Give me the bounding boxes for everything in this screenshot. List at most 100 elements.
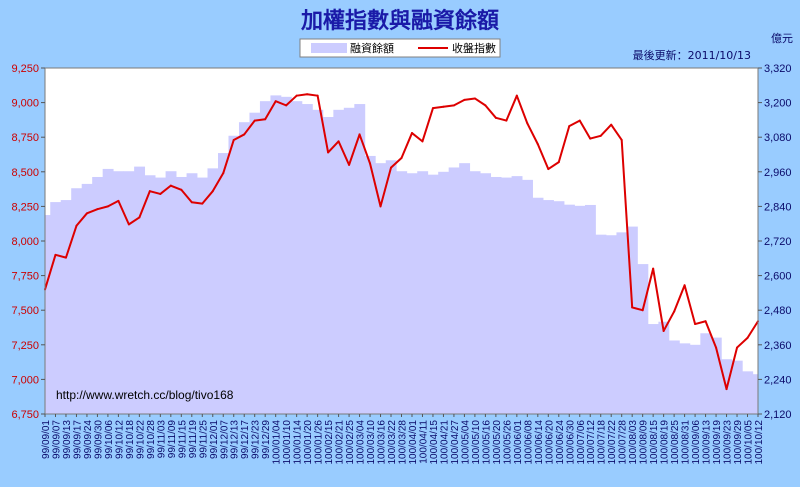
x-tick-label: 100/03/22 <box>387 420 398 465</box>
x-tick-label: 100/07/06 <box>576 420 587 465</box>
left-tick-label: 7,250 <box>11 340 39 352</box>
x-tick-label: 100/02/21 <box>335 420 346 465</box>
margin-bar <box>647 324 659 414</box>
x-tick-label: 100/09/06 <box>691 420 702 465</box>
margin-area-layer <box>45 95 759 415</box>
x-tick-label: 100/01/10 <box>282 420 293 465</box>
index-point <box>106 205 109 208</box>
index-point <box>452 104 455 107</box>
margin-bar <box>406 173 418 414</box>
x-tick-label: 100/03/16 <box>377 420 388 465</box>
x-tick-label: 100/05/10 <box>471 420 482 465</box>
margin-bar <box>197 177 208 414</box>
x-tick-label: 100/09/13 <box>702 420 713 465</box>
x-tick-label: 100/08/19 <box>660 420 671 465</box>
x-tick-label: 100/05/04 <box>460 420 471 465</box>
legend-box <box>299 38 501 58</box>
x-tick-label: 100/09/23 <box>723 420 734 465</box>
margin-bar <box>45 215 51 414</box>
x-tick-label: 99/12/07 <box>219 420 230 459</box>
x-tick-label: 100/08/25 <box>670 420 681 465</box>
margin-bar <box>501 177 512 414</box>
index-point <box>243 133 246 136</box>
x-tick-label: 99/11/03 <box>156 420 167 459</box>
margin-bar <box>427 174 439 414</box>
margin-bar <box>564 204 575 414</box>
margin-bar <box>228 135 240 414</box>
margin-bar <box>259 101 271 414</box>
right-tick-label: 2,480 <box>764 305 792 317</box>
margin-bar <box>81 183 93 414</box>
index-point <box>295 94 298 97</box>
index-point <box>746 336 749 339</box>
margin-bar <box>312 109 324 414</box>
x-tick-label: 99/11/19 <box>188 420 199 459</box>
x-tick-label: 99/11/25 <box>198 420 209 459</box>
x-tick-label: 99/09/30 <box>93 420 104 459</box>
margin-bar <box>375 163 387 414</box>
left-tick-label: 9,000 <box>11 98 39 110</box>
index-point <box>369 162 372 165</box>
left-tick-label: 9,250 <box>11 63 39 75</box>
margin-bar <box>700 333 712 414</box>
index-point <box>348 163 351 166</box>
x-tick-label: 100/05/20 <box>492 420 503 465</box>
index-point <box>736 346 739 349</box>
index-point <box>400 156 403 159</box>
left-tick-label: 6,750 <box>11 409 39 421</box>
x-tick-label: 99/12/13 <box>230 420 241 459</box>
index-point <box>673 310 676 313</box>
index-point <box>410 132 413 135</box>
x-tick-label: 100/09/19 <box>712 420 723 465</box>
margin-bar <box>522 179 533 414</box>
x-tick-label: 100/04/01 <box>408 420 419 465</box>
index-point <box>358 133 361 136</box>
margin-bar <box>60 200 72 414</box>
x-tick-label: 100/07/12 <box>586 420 597 465</box>
index-point <box>526 122 529 125</box>
index-point <box>316 94 319 97</box>
index-point <box>285 104 288 107</box>
margin-bar <box>626 226 638 414</box>
margin-bar <box>238 122 250 415</box>
margin-bar <box>731 360 743 414</box>
x-tick-label: 99/09/24 <box>83 420 94 459</box>
index-point <box>201 202 204 205</box>
x-tick-label: 100/06/14 <box>534 420 545 465</box>
index-point <box>610 123 613 126</box>
left-tick-label: 7,750 <box>11 271 39 283</box>
index-point <box>264 118 267 121</box>
x-tick-label: 100/10/12 <box>754 420 765 465</box>
x-tick-label: 100/05/26 <box>502 420 513 465</box>
x-tick-label: 99/12/17 <box>240 420 251 459</box>
index-point <box>337 140 340 143</box>
x-tick-label: 99/12/01 <box>209 420 220 459</box>
x-tick-label: 100/06/30 <box>565 420 576 465</box>
margin-bar <box>532 197 544 414</box>
margin-bar <box>710 337 722 414</box>
x-tick-label: 99/12/29 <box>261 420 272 459</box>
index-point <box>578 119 581 122</box>
left-tick-label: 8,250 <box>11 201 39 213</box>
index-point <box>54 253 57 256</box>
margin-bar <box>333 109 345 414</box>
index-point <box>379 205 382 208</box>
x-tick-label: 99/10/06 <box>104 420 115 459</box>
index-point <box>589 137 592 140</box>
index-point <box>169 184 172 187</box>
margin-bar <box>176 176 187 414</box>
chart-title: 加權指數與融資餘額 <box>300 8 499 34</box>
x-tick-label: 100/03/04 <box>356 420 367 465</box>
margin-bar <box>385 160 397 414</box>
margin-bar <box>689 344 701 414</box>
x-tick-label: 99/10/28 <box>146 420 157 459</box>
margin-bar <box>668 340 680 414</box>
index-point <box>232 138 235 141</box>
x-tick-label: 100/09/29 <box>733 420 744 465</box>
index-point <box>274 100 277 103</box>
index-point <box>75 224 78 227</box>
right-tick-label: 2,960 <box>764 167 792 179</box>
index-point <box>306 93 309 96</box>
